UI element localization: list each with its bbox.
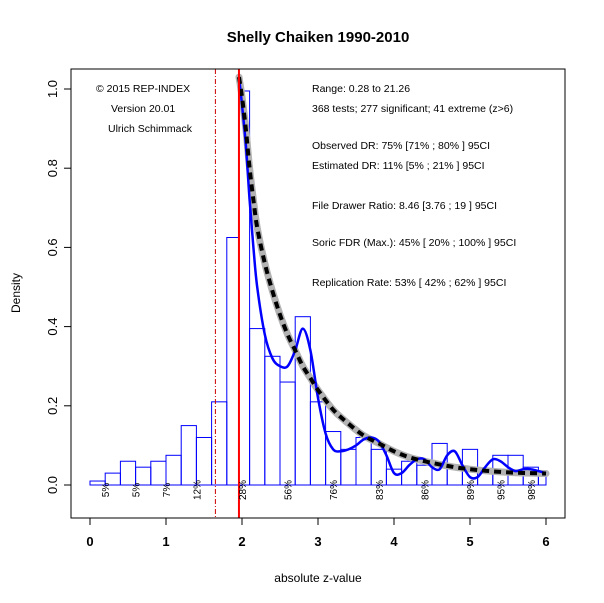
power-label: 56%	[284, 480, 295, 500]
x-tick-marks	[89, 518, 547, 525]
power-label: 89%	[466, 480, 477, 500]
power-label: 5%	[101, 483, 112, 498]
power-label: 76%	[329, 480, 340, 500]
plot-area: 5% 5% 7% 12% 28% 56% 76% 83% 86% 89% 95% 98%	[70, 68, 566, 519]
y-tick-label: 0.4	[45, 318, 60, 336]
power-label: 95%	[496, 480, 507, 500]
chart-title: Shelly Chaiken 1990-2010	[227, 29, 410, 46]
power-label: 98%	[527, 480, 538, 500]
soric-fdr-text: Soric FDR (Max.): 45% [ 20% ; 100% ] 95C…	[312, 237, 516, 249]
y-axis-label: Density	[9, 273, 23, 313]
x-axis-label: absolute z-value	[274, 571, 362, 585]
x-tick-label: 2	[238, 534, 245, 549]
y-tick-marks	[64, 88, 71, 486]
copyright-text: © 2015 REP-INDEX	[96, 83, 190, 95]
power-label: 12%	[192, 480, 203, 500]
x-tick-label: 6	[542, 534, 549, 549]
histogram-bar	[180, 425, 197, 486]
histogram-bar	[119, 460, 137, 486]
x-tick-label: 4	[390, 534, 398, 549]
plot-frame	[70, 68, 566, 519]
power-label: 28%	[238, 480, 249, 500]
histogram-bar	[211, 401, 228, 486]
histogram-bar	[309, 401, 327, 486]
version-text: Version 20.01	[111, 103, 175, 115]
power-label: 83%	[375, 480, 386, 500]
histogram-bar	[340, 448, 357, 486]
fit-curve	[237, 76, 547, 476]
y-tick-label: 1.0	[45, 80, 60, 98]
power-label: 86%	[420, 480, 431, 500]
replication-rate-text: Replication Rate: 53% [ 42% ; 62% ] 95CI	[312, 277, 506, 289]
y-axis: 0.0 0.2 0.4 0.6 0.8 1.0 Density	[9, 80, 72, 494]
y-tick-label: 0.8	[45, 159, 60, 177]
tests-text: 368 tests; 277 significant; 41 extreme (…	[312, 103, 513, 115]
x-axis: 0 1 2 3 4 5 6 absolute z-value	[86, 517, 550, 585]
histogram-bar	[195, 436, 213, 486]
histogram-bar	[294, 316, 311, 486]
power-label: 5%	[132, 483, 143, 498]
range-text: Range: 0.28 to 21.26	[312, 83, 410, 95]
right-annotations: Range: 0.28 to 21.26 368 tests; 277 sign…	[312, 83, 516, 289]
histogram-bar	[264, 355, 281, 486]
histogram-bar	[279, 381, 296, 486]
y-tick-label: 0.0	[45, 476, 60, 494]
x-tick-label: 1	[162, 534, 169, 549]
x-tick-label: 3	[314, 534, 321, 549]
y-tick-label: 0.2	[45, 397, 60, 415]
estimated-dr-text: Estimated DR: 11% [5% ; 21% ] 95CI	[312, 160, 485, 172]
histogram-bar	[165, 454, 182, 486]
power-labels: 5% 5% 7% 12% 28% 56% 76% 83% 86% 89% 95% 98%	[101, 480, 538, 500]
x-tick-label: 5	[466, 534, 473, 549]
fit-curve-band	[235, 73, 550, 477]
observed-dr-text: Observed DR: 75% [71% ; 80% ] 95CI	[312, 140, 490, 152]
histogram-bar	[249, 328, 266, 486]
histogram-bar	[135, 466, 152, 486]
histogram-bar	[150, 460, 167, 486]
histogram-bar	[226, 237, 240, 486]
histogram-bar	[370, 448, 387, 486]
left-annotations: © 2015 REP-INDEX Version 20.01 Ulrich Sc…	[96, 83, 193, 135]
file-drawer-ratio-text: File Drawer Ratio: 8.46 [3.76 ; 19 ] 95C…	[312, 200, 497, 212]
author-text: Ulrich Schimmack	[108, 123, 193, 135]
y-tick-label: 0.6	[45, 238, 60, 256]
x-tick-label: 0	[86, 534, 93, 549]
power-label: 7%	[162, 483, 173, 498]
